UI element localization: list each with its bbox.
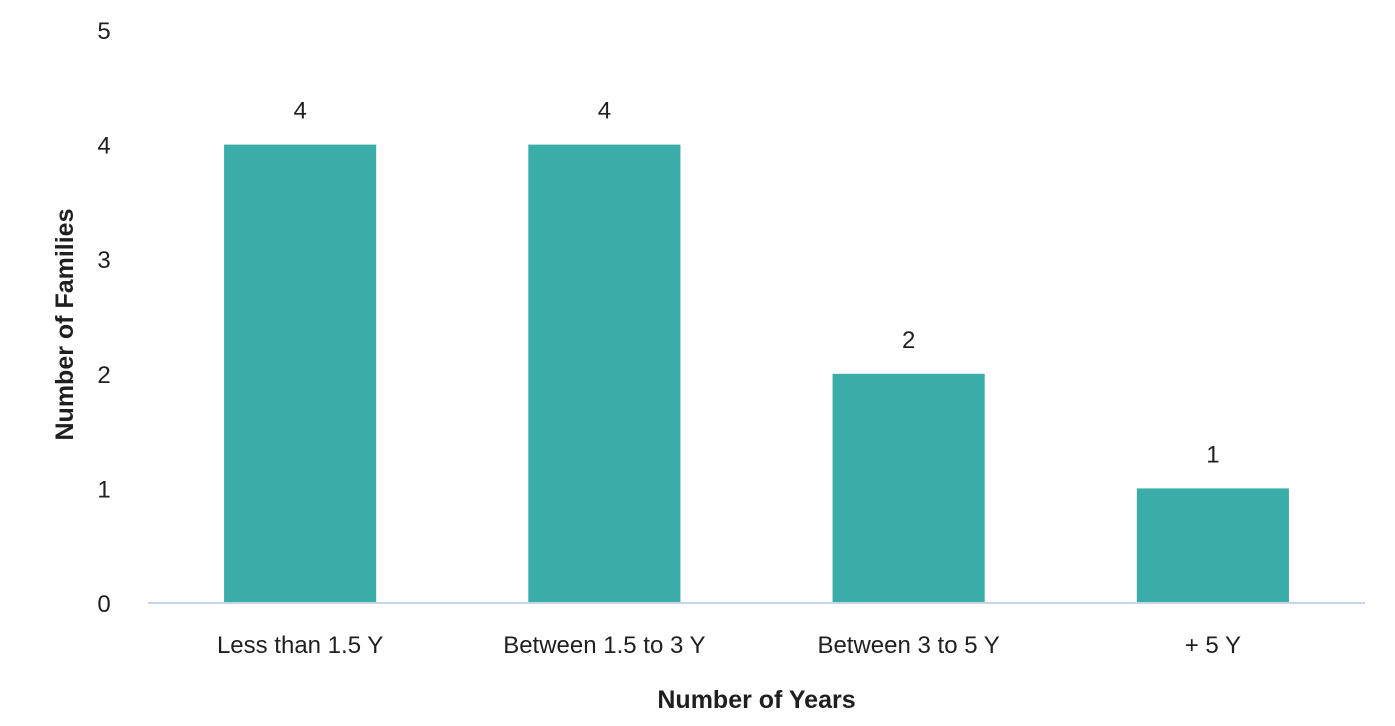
y-axis-title: Number of Families <box>51 209 79 441</box>
x-axis-ticks: Less than 1.5 Y Between 1.5 to 3 Y Between… <box>217 632 1241 659</box>
x-tick-label: + 5 Y <box>1185 632 1241 659</box>
bar <box>832 373 985 603</box>
y-tick-label: 1 <box>97 476 110 503</box>
y-tick-label: 3 <box>97 247 110 274</box>
x-axis-title: Number of Years <box>657 686 855 714</box>
bar-value-label: 4 <box>598 98 611 125</box>
y-axis-ticks: 0 1 2 3 4 5 <box>97 18 110 618</box>
y-tick-label: 2 <box>97 362 110 389</box>
x-tick-label: Between 1.5 to 3 Y <box>503 632 705 659</box>
data-labels: 4 4 2 1 <box>293 98 1219 469</box>
bar <box>224 144 377 603</box>
x-tick-label: Less than 1.5 Y <box>217 632 383 659</box>
bar <box>1136 488 1289 603</box>
bar-series <box>224 144 1289 603</box>
bar-value-label: 1 <box>1206 441 1219 468</box>
y-tick-label: 5 <box>97 18 110 45</box>
bar-value-label: 2 <box>902 327 915 354</box>
y-tick-label: 0 <box>97 591 110 618</box>
bar <box>528 144 681 603</box>
x-tick-label: Between 3 to 5 Y <box>817 632 999 659</box>
y-tick-label: 4 <box>97 133 110 160</box>
bar-value-label: 4 <box>293 98 306 125</box>
